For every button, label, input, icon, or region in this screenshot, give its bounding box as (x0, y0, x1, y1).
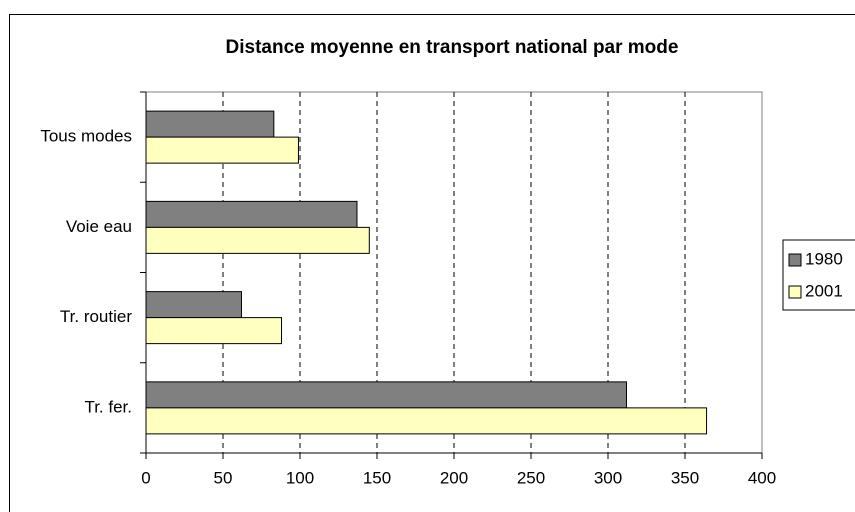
y-tick-label: Voie eau (66, 217, 132, 236)
x-tick-label: 0 (141, 468, 150, 487)
bar (145, 226, 370, 254)
x-tick-label: 200 (440, 468, 468, 487)
legend-label: 1980 (805, 249, 843, 268)
legend-swatch (788, 285, 802, 299)
x-tick-label: 50 (214, 468, 233, 487)
legend-label: 2001 (805, 281, 843, 300)
x-tick-label: 350 (671, 468, 699, 487)
y-tick-label: Tous modes (40, 127, 132, 146)
x-tick-label: 400 (748, 468, 776, 487)
bar (145, 200, 358, 228)
y-tick-label: Tr. fer. (84, 397, 132, 416)
bar (145, 407, 708, 435)
bar (145, 317, 283, 345)
x-tick-label: 100 (286, 468, 314, 487)
bar (145, 381, 627, 409)
legend-swatch (788, 253, 802, 267)
x-tick-label: 150 (363, 468, 391, 487)
x-tick-label: 250 (517, 468, 545, 487)
bar (145, 291, 242, 319)
chart-title: Distance moyenne en transport national p… (226, 37, 679, 58)
y-tick-label: Tr. routier (60, 307, 132, 326)
x-tick-label: 300 (594, 468, 622, 487)
bar (145, 110, 275, 138)
bar (145, 136, 299, 164)
